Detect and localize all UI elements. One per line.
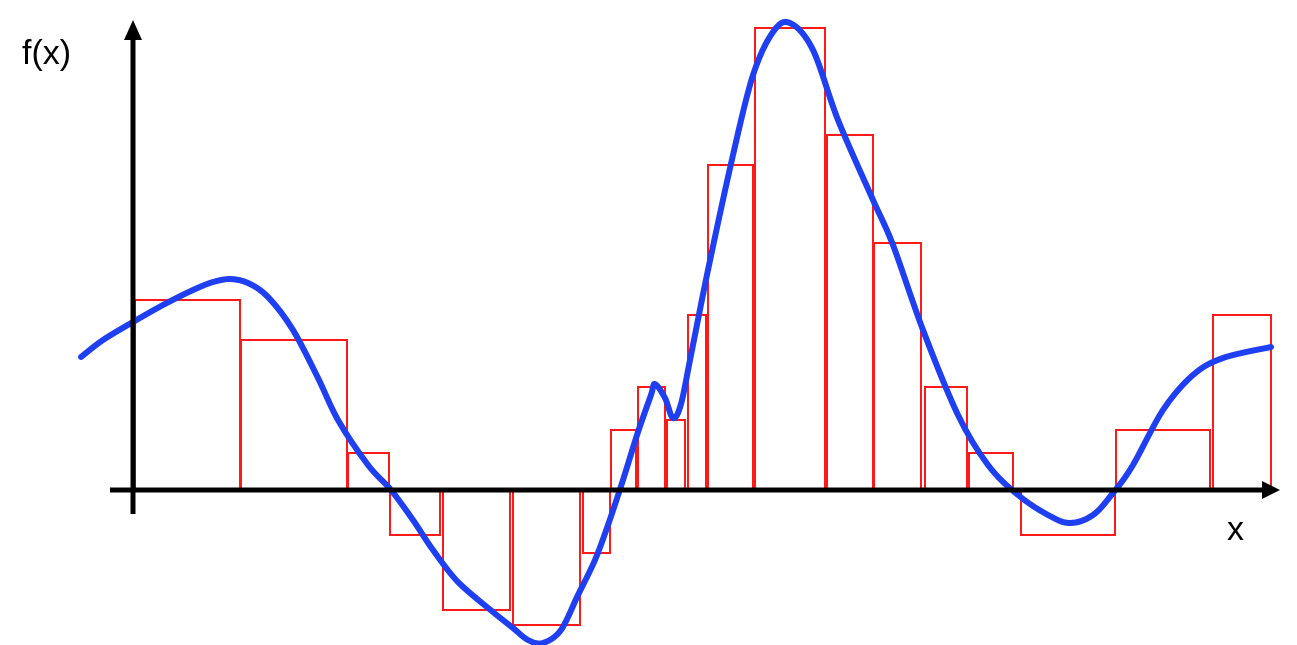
y-axis-arrowhead [124,20,142,40]
function-curve [78,18,1274,645]
riemann-rectangle-7 [582,489,611,554]
riemann-rectangle-19 [1115,429,1211,491]
riemann-rectangle-12 [707,164,754,491]
riemann-rectangle-10 [666,419,686,491]
riemann-rectangle-1 [134,299,241,491]
riemann-rectangle-6 [512,489,581,626]
riemann-rectangle-16 [924,386,968,491]
y-axis-label: f(x) [22,34,71,72]
riemann-rectangle-13 [754,27,826,491]
riemann-rectangle-15 [873,242,922,491]
riemann-rectangle-18 [1020,489,1116,536]
riemann-rectangle-2 [240,339,348,491]
riemann-rectangle-5 [442,489,511,611]
axes [110,20,1280,514]
approximation-rectangles [134,27,1272,626]
x-axis-arrowhead [1262,481,1280,499]
x-axis-label: x [1227,510,1244,548]
riemann-rectangle-20 [1212,314,1272,491]
